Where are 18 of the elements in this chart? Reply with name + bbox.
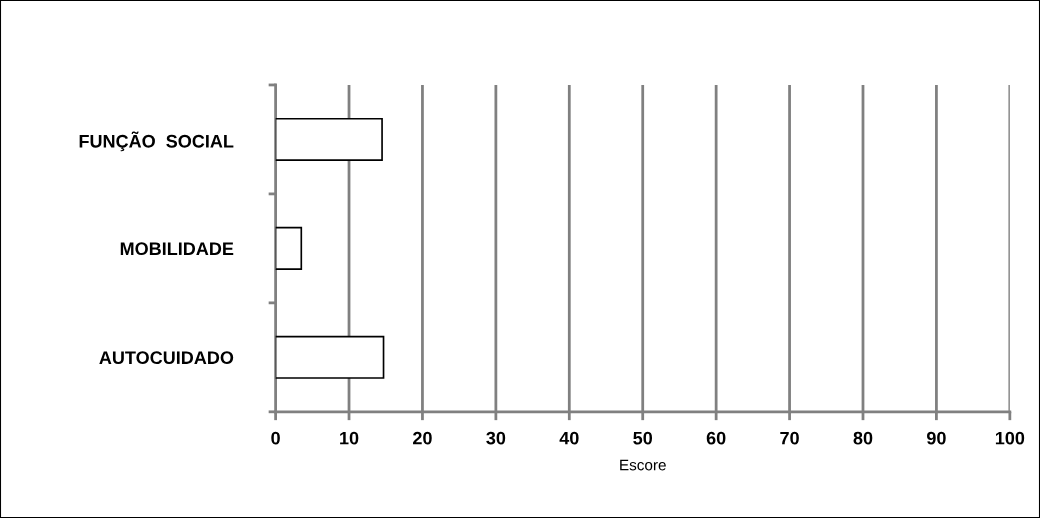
bar — [275, 226, 303, 270]
x-tick-label: 50 — [633, 431, 653, 445]
x-tick-label: 20 — [413, 431, 432, 445]
y-tick-label: MOBILIDADE — [120, 242, 234, 256]
x-tick-label: 80 — [853, 431, 873, 445]
bar — [275, 335, 385, 379]
x-tick-label: 70 — [780, 431, 799, 445]
x-tick-label: 90 — [927, 431, 946, 445]
x-tick-label: 10 — [340, 431, 359, 445]
y-tick-label: AUTOCUIDADO — [99, 351, 234, 365]
x-tick-label: 40 — [559, 431, 579, 445]
bar — [275, 117, 383, 161]
x-tick-label: 0 — [271, 431, 280, 445]
x-tick-label: 60 — [706, 431, 726, 445]
y-tick-label: FUNÇÃO SOCIAL — [79, 131, 234, 152]
x-axis-title: Escore — [620, 459, 666, 471]
x-tick-label: 100 — [995, 431, 1025, 445]
x-tick-label: 30 — [486, 431, 506, 445]
